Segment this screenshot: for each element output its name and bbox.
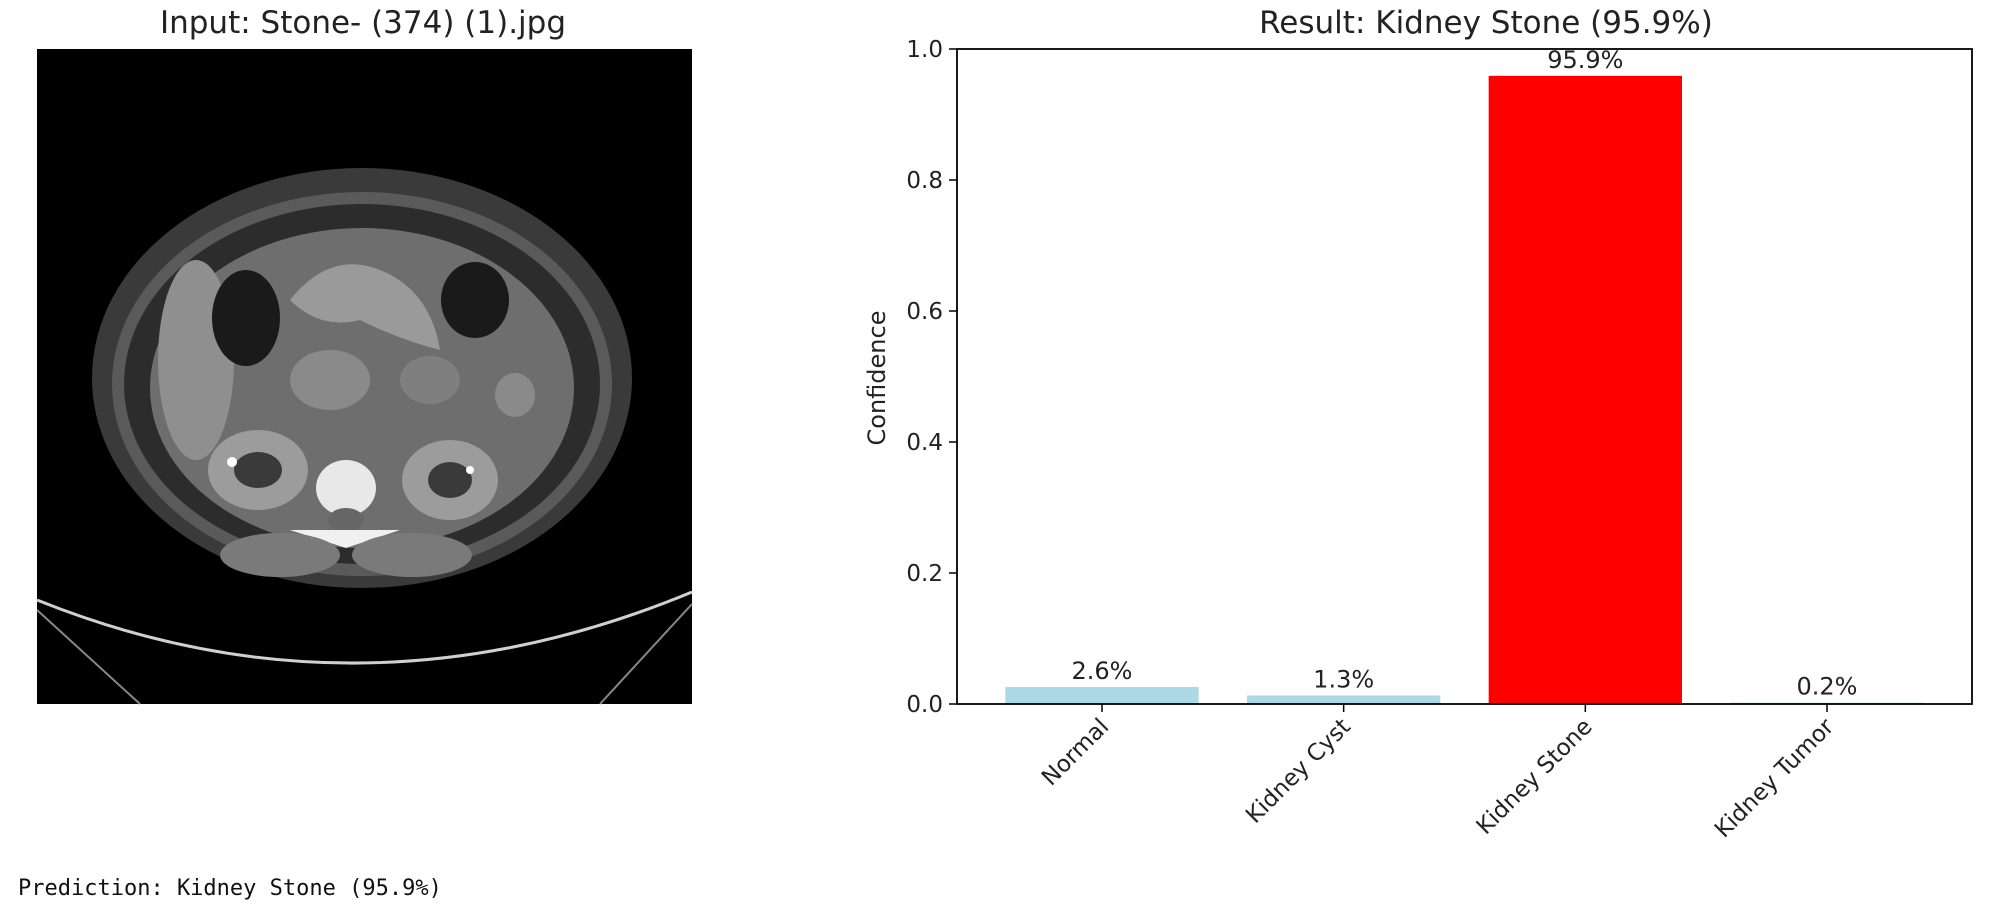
confidence-chart: Result: Kidney Stone (95.9%) Confidence … (863, 5, 1973, 843)
input-image-title: Input: Stone- (374) (1).jpg (160, 5, 566, 41)
prediction-output-text: Prediction: Kidney Stone (95.9%) (18, 876, 442, 901)
y-tick-label: 0.4 (906, 430, 943, 456)
plot-frame (956, 48, 1973, 705)
x-tick-label: Kidney Stone (1472, 714, 1598, 840)
data-label-normal: 2.6% (1072, 657, 1133, 685)
y-tick-label: 1.0 (906, 37, 943, 63)
chart-title: Result: Kidney Stone (95.9%) (1259, 5, 1713, 41)
x-tick-label: Normal (1037, 714, 1114, 791)
input-panel: Input: Stone- (374) (1).jpg (36, 5, 693, 705)
y-tick-label: 0.2 (906, 561, 943, 587)
x-tick-label: Kidney Tumor (1710, 713, 1840, 843)
x-tick-label: Kidney Cyst (1241, 714, 1356, 829)
y-tick-label: 0.8 (906, 168, 943, 194)
x-axis-ticks: Normal Kidney Cyst Kidney Stone Kidney Tumo… (1037, 704, 1840, 843)
y-tick-label: 0.6 (906, 299, 943, 325)
bars-layer (1005, 75, 1924, 705)
y-tick-label: 0.0 (906, 692, 943, 718)
data-label-kidney-cyst: 1.3% (1313, 665, 1374, 693)
y-axis-ticks: 0.0 0.2 0.4 0.6 0.8 1.0 (906, 37, 957, 718)
bar-kidney-cyst (1247, 695, 1441, 704)
bar-normal (1005, 686, 1199, 704)
data-label-kidney-stone: 95.9% (1547, 46, 1623, 74)
data-label-kidney-tumor: 0.2% (1797, 673, 1858, 701)
y-axis-label: Confidence (863, 311, 891, 446)
data-labels-layer: 2.6% 1.3% 95.9% 0.2% (1072, 46, 1858, 701)
ct-scan-image (36, 49, 693, 705)
bar-kidney-stone (1488, 75, 1682, 705)
